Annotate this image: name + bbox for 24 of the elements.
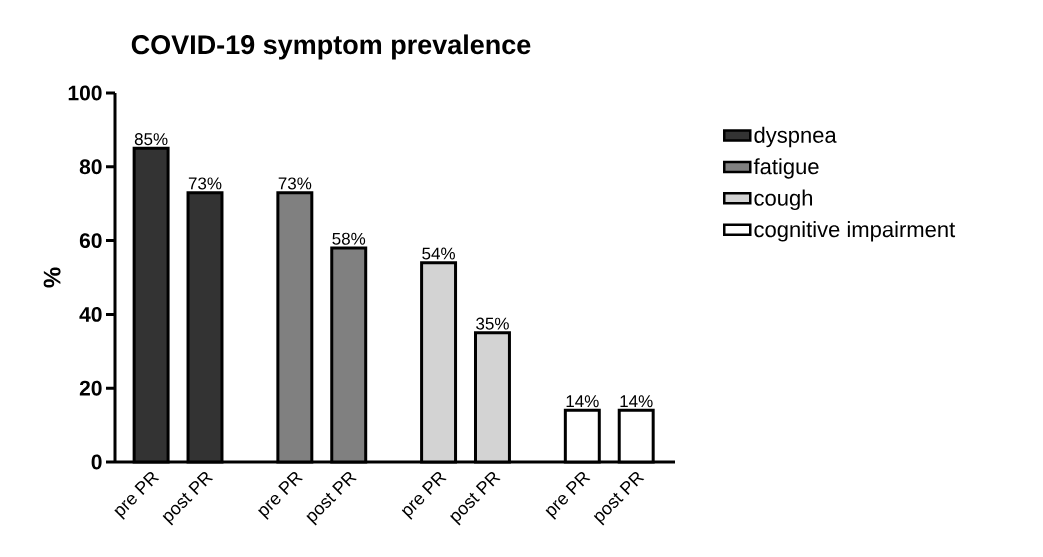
data-label: 73% bbox=[188, 177, 222, 190]
data-label: 14% bbox=[620, 395, 653, 408]
y-tick-label: 40 bbox=[79, 306, 102, 322]
y-tick-label: 100 bbox=[68, 85, 102, 101]
x-tick-label: pre PR bbox=[401, 472, 447, 520]
data-label: 54% bbox=[422, 247, 455, 260]
data-label: 73% bbox=[278, 177, 312, 190]
data-label: 14% bbox=[566, 395, 599, 408]
legend-label: fatigue bbox=[753, 158, 819, 179]
y-tick-label: 20 bbox=[79, 380, 102, 396]
x-tick-label: pre PR bbox=[545, 472, 591, 520]
legend-label: cognitive impairment bbox=[754, 221, 956, 242]
legend-label: cough bbox=[754, 189, 813, 211]
y-tick-label: 0 bbox=[91, 454, 102, 470]
chart-title: COVID-19 symptom prevalence bbox=[131, 34, 531, 60]
data-label: 58% bbox=[332, 232, 366, 245]
x-tick-label: pre PR bbox=[258, 472, 303, 520]
x-tick-label: pre PR bbox=[114, 472, 160, 520]
y-axis-title: % bbox=[43, 267, 61, 288]
y-tick-label: 80 bbox=[79, 159, 102, 175]
data-label: 35% bbox=[476, 317, 509, 330]
legend-label: dyspnea bbox=[754, 126, 837, 148]
y-tick-label: 60 bbox=[79, 233, 102, 249]
data-label: 85% bbox=[134, 133, 168, 146]
